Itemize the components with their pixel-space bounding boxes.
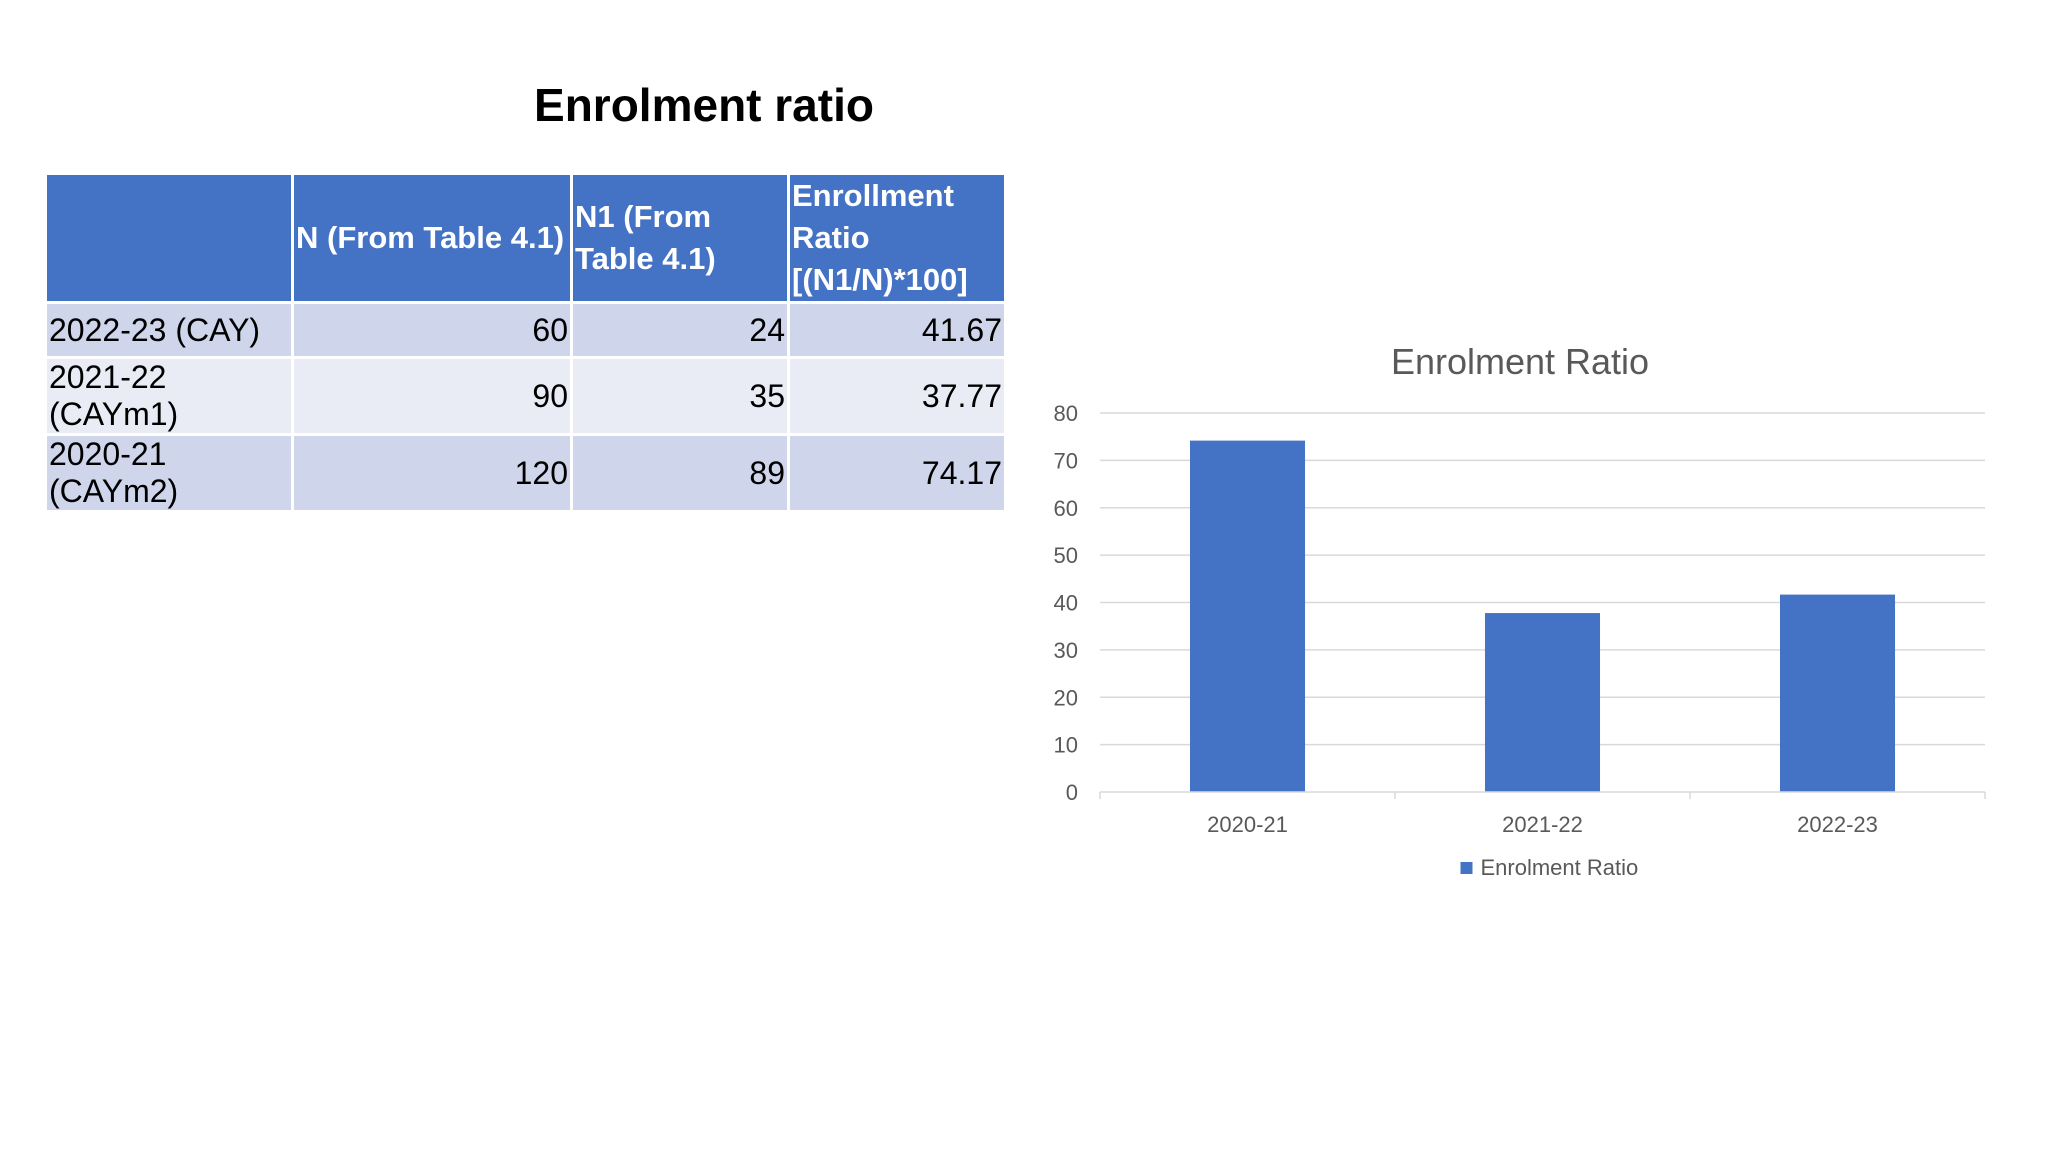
- x-axis: 2020-21 2021-22 2022-23: [1099, 791, 1986, 837]
- cell-n1: 24: [570, 301, 790, 359]
- table-header-row: N (From Table 4.1) N1 (From Table 4.1) E…: [44, 172, 1007, 304]
- cell-n: 90: [291, 356, 573, 436]
- y-tick-label: 40: [1054, 591, 1078, 616]
- x-tick-label: 2022-23: [1797, 812, 1878, 837]
- row-label: 2021-22 (CAYm1): [44, 356, 294, 436]
- legend-swatch: [1460, 862, 1473, 874]
- table-row: 2022-23 (CAY) 60 24 41.67: [44, 301, 1007, 359]
- cell-ratio: 74.17: [787, 433, 1007, 513]
- bar-2021-22: [1484, 613, 1601, 792]
- bar-2020-21: [1189, 440, 1306, 792]
- slide-title: Enrolment ratio: [534, 79, 874, 131]
- x-tick-label: 2021-22: [1502, 812, 1583, 837]
- y-tick-label: 80: [1054, 401, 1078, 426]
- legend-label: Enrolment Ratio: [1481, 855, 1639, 880]
- x-tick-label: 2020-21: [1207, 812, 1288, 837]
- y-tick-label: 70: [1054, 448, 1078, 473]
- y-tick-label: 50: [1054, 543, 1078, 568]
- y-axis-ticks: 0 10 20 30 40 50 60 70 80: [1054, 401, 1078, 805]
- header-cell-n: N (From Table 4.1): [291, 172, 573, 304]
- y-tick-label: 60: [1054, 496, 1078, 521]
- cell-n1: 89: [570, 433, 790, 513]
- cell-ratio: 41.67: [787, 301, 1007, 359]
- chart-canvas: Enrolment Ratio 0 10 20 30 40 50 60 70 80 2020-2…: [1054, 341, 1986, 880]
- cell-n: 60: [291, 301, 573, 359]
- enrolment-ratio-chart: Enrolment Ratio 0 10 20 30 40 50 60 70 80 2020-2…: [1020, 320, 2020, 920]
- bar-2022-23: [1779, 594, 1896, 792]
- y-tick-label: 10: [1054, 733, 1078, 758]
- row-label: 2020-21 (CAYm2): [44, 433, 294, 513]
- chart-bars: [1189, 440, 1896, 792]
- header-cell-ratio: Enrollment Ratio [(N1/N)*100]: [787, 172, 1007, 304]
- y-tick-label: 30: [1054, 638, 1078, 663]
- cell-n: 120: [291, 433, 573, 513]
- cell-n1: 35: [570, 356, 790, 436]
- enrolment-table: N (From Table 4.1) N1 (From Table 4.1) E…: [44, 172, 1007, 513]
- y-tick-label: 0: [1066, 780, 1078, 805]
- chart-title: Enrolment Ratio: [1391, 341, 1649, 382]
- row-label: 2022-23 (CAY): [44, 301, 294, 359]
- header-cell-blank: [44, 172, 294, 304]
- chart-legend: Enrolment Ratio: [1460, 855, 1639, 880]
- header-cell-n1: N1 (From Table 4.1): [570, 172, 790, 304]
- y-tick-label: 20: [1054, 685, 1078, 710]
- cell-ratio: 37.77: [787, 356, 1007, 436]
- table-row: 2021-22 (CAYm1) 90 35 37.77: [44, 356, 1007, 436]
- table-row: 2020-21 (CAYm2) 120 89 74.17: [44, 433, 1007, 513]
